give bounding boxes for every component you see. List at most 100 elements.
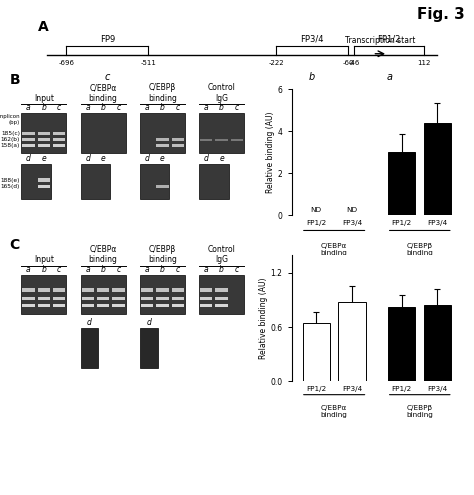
Bar bbox=[37, 303, 50, 307]
Bar bbox=[172, 139, 184, 141]
Bar bbox=[22, 132, 35, 135]
Text: d: d bbox=[145, 154, 149, 163]
Bar bbox=[37, 297, 50, 300]
Bar bbox=[215, 139, 228, 141]
Text: a: a bbox=[204, 103, 209, 112]
Bar bbox=[22, 303, 35, 307]
Bar bbox=[22, 144, 35, 147]
Text: c: c bbox=[105, 72, 110, 82]
Text: C/EBPα
binding: C/EBPα binding bbox=[89, 245, 118, 264]
Bar bbox=[156, 288, 169, 292]
Text: d: d bbox=[146, 318, 151, 327]
Bar bbox=[140, 164, 169, 199]
Text: C/EBPα
binding: C/EBPα binding bbox=[89, 83, 118, 102]
Bar bbox=[199, 113, 244, 152]
Bar bbox=[97, 297, 109, 300]
Bar bbox=[140, 275, 185, 314]
Text: e: e bbox=[41, 154, 46, 163]
Bar bbox=[112, 288, 125, 292]
Text: ND: ND bbox=[346, 207, 357, 213]
Bar bbox=[37, 185, 50, 188]
Text: -511: -511 bbox=[140, 60, 156, 66]
Text: C/EBPβ
binding: C/EBPβ binding bbox=[406, 405, 433, 418]
Text: B: B bbox=[9, 73, 20, 87]
Bar bbox=[82, 297, 94, 300]
Text: FP9: FP9 bbox=[100, 35, 115, 44]
Text: 112: 112 bbox=[418, 60, 431, 66]
Text: a: a bbox=[26, 103, 31, 112]
Text: 185(c): 185(c) bbox=[1, 131, 20, 136]
Bar bbox=[37, 288, 50, 292]
Bar bbox=[37, 132, 50, 135]
Bar bbox=[21, 164, 51, 199]
Text: 162(b): 162(b) bbox=[1, 138, 20, 143]
Bar bbox=[231, 139, 243, 141]
Bar bbox=[37, 178, 50, 182]
Text: d: d bbox=[204, 154, 209, 163]
Text: C: C bbox=[9, 239, 20, 252]
Bar bbox=[156, 139, 169, 141]
Text: Amplicon
(bp): Amplicon (bp) bbox=[0, 114, 20, 125]
Text: FP3/4: FP3/4 bbox=[301, 35, 324, 44]
Bar bbox=[81, 275, 126, 314]
Text: 188(e): 188(e) bbox=[0, 178, 20, 183]
Text: c: c bbox=[117, 103, 120, 112]
Text: a: a bbox=[26, 264, 31, 274]
Bar bbox=[141, 303, 153, 307]
Bar bbox=[81, 164, 110, 199]
Text: Transcription start: Transcription start bbox=[345, 36, 415, 45]
Bar bbox=[172, 288, 184, 292]
Text: a: a bbox=[145, 103, 149, 112]
Bar bbox=[200, 139, 212, 141]
Bar bbox=[53, 297, 65, 300]
Bar bbox=[156, 144, 169, 147]
Text: C/EBPβ
binding: C/EBPβ binding bbox=[406, 243, 433, 256]
Y-axis label: Relative binding (AU): Relative binding (AU) bbox=[266, 111, 275, 193]
Text: Input: Input bbox=[34, 255, 54, 264]
Bar bbox=[140, 328, 157, 368]
Text: Fig. 3: Fig. 3 bbox=[417, 7, 465, 22]
Bar bbox=[140, 113, 185, 152]
Bar bbox=[424, 305, 451, 381]
Text: c: c bbox=[117, 264, 120, 274]
Text: a: a bbox=[85, 103, 90, 112]
Text: e: e bbox=[100, 154, 106, 163]
Bar bbox=[199, 164, 228, 199]
Bar bbox=[199, 275, 244, 314]
Bar bbox=[112, 297, 125, 300]
Bar bbox=[22, 139, 35, 141]
Text: b: b bbox=[41, 103, 46, 112]
Text: C/EBPβ
binding: C/EBPβ binding bbox=[148, 83, 177, 102]
Text: -222: -222 bbox=[268, 60, 284, 66]
Text: c: c bbox=[235, 264, 239, 274]
Text: d: d bbox=[26, 154, 31, 163]
Bar bbox=[97, 303, 109, 307]
Bar bbox=[81, 328, 98, 368]
Bar bbox=[200, 288, 212, 292]
Bar bbox=[82, 303, 94, 307]
Text: a: a bbox=[204, 264, 209, 274]
Bar bbox=[53, 288, 65, 292]
Bar bbox=[215, 288, 228, 292]
Bar bbox=[200, 297, 212, 300]
Text: -696: -696 bbox=[58, 60, 74, 66]
Text: -60: -60 bbox=[342, 60, 354, 66]
Text: e: e bbox=[160, 154, 165, 163]
Bar bbox=[388, 152, 415, 215]
Bar bbox=[21, 113, 66, 152]
Y-axis label: Relative binding (AU): Relative binding (AU) bbox=[259, 277, 268, 359]
Text: e: e bbox=[219, 154, 224, 163]
Text: b: b bbox=[309, 72, 315, 82]
Text: FP1/2: FP1/2 bbox=[378, 35, 401, 44]
Text: c: c bbox=[176, 264, 180, 274]
Bar bbox=[424, 123, 451, 215]
Bar bbox=[37, 144, 50, 147]
Bar bbox=[53, 144, 65, 147]
Bar bbox=[53, 132, 65, 135]
Bar bbox=[156, 185, 169, 188]
Text: Control
IgG: Control IgG bbox=[208, 83, 236, 102]
Bar bbox=[172, 303, 184, 307]
Bar bbox=[215, 297, 228, 300]
Bar bbox=[388, 307, 415, 381]
Bar bbox=[112, 303, 125, 307]
